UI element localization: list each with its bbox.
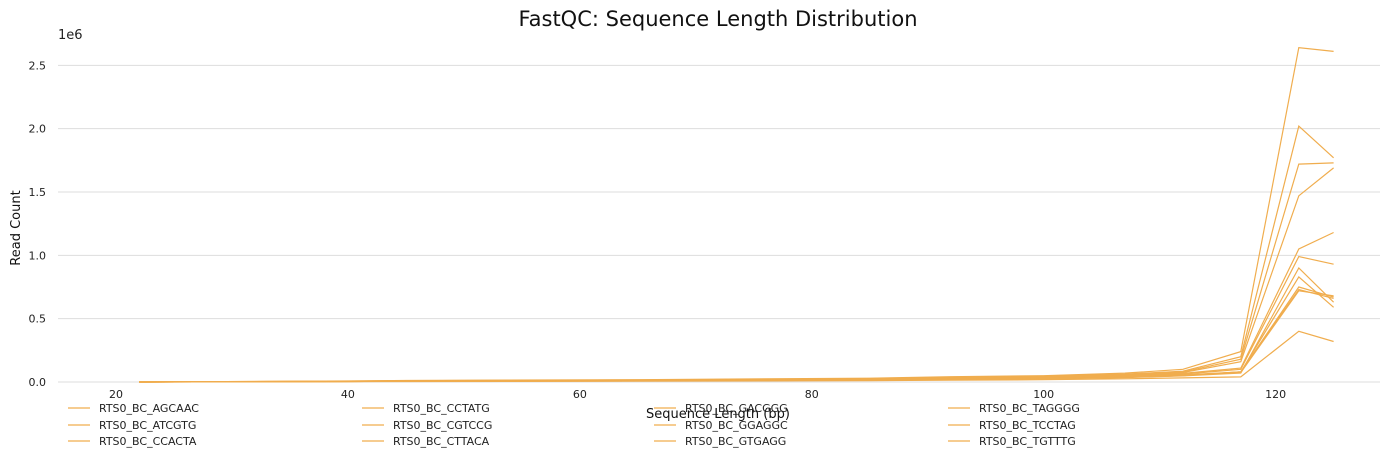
x-axis-label: Sequence Length (bp) (646, 407, 790, 422)
chart-title: FastQC: Sequence Length Distribution (518, 7, 917, 31)
legend-entry: RTS0_BC_CGTCCG (393, 419, 492, 432)
x-tick-label: 100 (1033, 388, 1054, 401)
y-axis-offset-label: 1e6 (58, 28, 83, 43)
series-line (139, 286, 1334, 383)
legend-entry: RTS0_BC_CCTATG (393, 402, 490, 415)
legend: RTS0_BC_AGCAAC RTS0_BC_ATCGTG RTS0_BC_CCAC… (68, 402, 1080, 448)
series-line (139, 162, 1334, 383)
series-line (139, 46, 1334, 383)
legend-entry: RTS0_BC_GACGGG (685, 402, 788, 415)
legend-entry: RTS0_BC_GGAGGC (685, 419, 788, 432)
series-line (139, 288, 1334, 383)
x-axis-ticks: 20 40 60 80 100 120 (109, 388, 1286, 401)
legend-entry: RTS0_BC_ATCGTG (99, 419, 196, 432)
y-tick-label: 1.0 (29, 249, 47, 262)
x-tick-label: 20 (109, 388, 123, 401)
x-tick-label: 120 (1265, 388, 1286, 401)
series-line (139, 167, 1334, 383)
x-tick-label: 60 (573, 388, 587, 401)
series-line (139, 267, 1335, 383)
legend-entry: RTS0_BC_AGCAAC (99, 402, 199, 415)
legend-entry: RTS0_BC_CCACTA (99, 435, 197, 448)
x-tick-label: 80 (805, 388, 819, 401)
legend-entry: RTS0_BC_GTGAGG (685, 435, 786, 448)
grid-lines (58, 64, 1380, 383)
legend-entry: RTS0_BC_TAGGGG (979, 402, 1080, 415)
y-tick-label: 0.0 (29, 376, 47, 389)
legend-entry: RTS0_BC_CTTACA (393, 435, 490, 448)
series-line (139, 124, 1335, 383)
series-line (139, 275, 1334, 383)
y-axis-label: Read Count (9, 190, 24, 265)
y-tick-label: 2.0 (29, 123, 47, 136)
y-tick-label: 0.5 (29, 313, 47, 326)
y-tick-label: 2.5 (29, 59, 47, 72)
legend-entry: RTS0_BC_TCCTAG (979, 419, 1076, 432)
y-axis-ticks: 0.0 0.5 1.0 1.5 2.0 2.5 (29, 59, 47, 389)
x-tick-label: 40 (341, 388, 355, 401)
series-lines (139, 46, 1335, 383)
legend-entry: RTS0_BC_TGTTTG (979, 435, 1076, 448)
series-line (139, 255, 1334, 383)
series-line (139, 290, 1334, 383)
y-tick-label: 1.5 (29, 186, 47, 199)
